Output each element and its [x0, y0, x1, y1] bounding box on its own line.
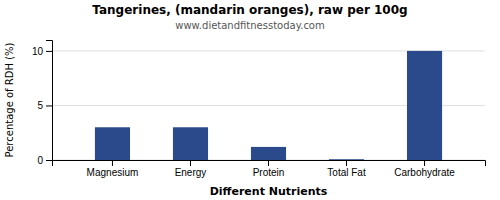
x-tick-mark: [268, 160, 269, 166]
plot: Magnesium Energy Protein Total Fat Carbohydr…: [32, 41, 486, 179]
bar: [173, 127, 208, 160]
y-tick: 10: [32, 46, 52, 57]
x-tick-label: Energy: [175, 167, 207, 178]
x-tick: Carbohydrate: [394, 160, 455, 178]
x-tick: Magnesium: [87, 160, 139, 178]
y-axis: 0 5 10: [32, 41, 53, 166]
x-tick-mark: [424, 160, 425, 166]
x-tick: Energy: [175, 160, 207, 178]
y-tick: 0: [37, 155, 52, 166]
y-tick-label: 0: [37, 155, 43, 166]
x-tick-mark: [190, 160, 191, 166]
x-tick-label: Magnesium: [87, 167, 139, 178]
x-axis-line: [53, 161, 486, 167]
x-axis-title: Different Nutrients: [210, 185, 328, 198]
chart: Tangerines, (mandarin oranges), raw per …: [0, 0, 500, 200]
bar: [251, 147, 286, 160]
x-tick: Total Fat: [327, 160, 366, 178]
x-tick: Protein: [253, 160, 285, 178]
subtitle: www.dietandfitnesstoday.com: [175, 20, 324, 31]
y-tick-mark: [46, 105, 52, 106]
y-tick-label: 5: [37, 100, 43, 111]
y-axis-title: Percentage of RDH (%): [4, 42, 15, 157]
y-axis-line: [46, 41, 53, 161]
bars: [95, 51, 442, 160]
x-tick-label: Carbohydrate: [394, 167, 455, 178]
x-tick-label: Protein: [253, 167, 285, 178]
grid: [52, 51, 485, 160]
y-tick: 5: [37, 100, 52, 111]
x-axis: Magnesium Energy Protein Total Fat Carbohydr…: [53, 160, 486, 178]
title: Tangerines, (mandarin oranges), raw per …: [92, 3, 407, 17]
bar: [407, 51, 442, 160]
bar: [95, 127, 130, 160]
y-tick-label: 10: [32, 46, 44, 57]
x-tick-mark: [346, 160, 347, 166]
y-tick-mark: [46, 160, 52, 161]
x-tick-mark: [112, 160, 113, 166]
y-tick-mark: [46, 51, 52, 52]
bar: [329, 159, 364, 160]
x-tick-label: Total Fat: [327, 167, 366, 178]
